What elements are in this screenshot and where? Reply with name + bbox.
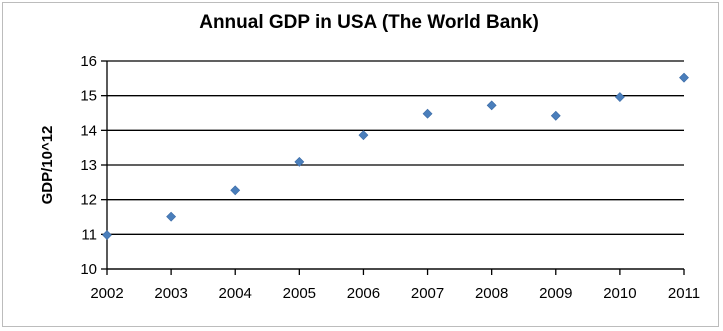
x-tick-label: 2002 [90, 285, 123, 302]
x-tick-label: 2010 [603, 285, 636, 302]
y-tick-label: 11 [81, 226, 97, 243]
x-tick-label: 2007 [411, 285, 444, 302]
y-tick-label: 16 [80, 53, 97, 70]
data-point-2006 [358, 130, 369, 141]
data-points [102, 72, 689, 240]
data-point-2011 [679, 72, 689, 83]
x-tick-label: 2006 [347, 285, 380, 302]
x-tick-label: 2011 [668, 285, 700, 302]
tick-labels: 10 11 12 13 14 15 16 2002 2003 2004 2005 2006 2007 20… [80, 53, 700, 302]
data-point-2003 [166, 211, 177, 222]
x-tick-label: 2004 [219, 285, 252, 302]
data-point-2002 [102, 230, 112, 240]
y-axis-label: GDP/10^12 [39, 126, 56, 205]
data-point-2007 [422, 108, 433, 119]
y-tick-label: 12 [80, 192, 97, 209]
data-point-2008 [486, 100, 497, 111]
data-point-2010 [614, 92, 625, 102]
x-tick-label: 2005 [283, 285, 316, 302]
x-tick-label: 2003 [154, 285, 187, 302]
data-point-2009 [550, 110, 561, 121]
y-tick-label: 13 [80, 157, 97, 174]
chart-title: Annual GDP in USA (The World Bank) [199, 12, 539, 33]
data-point-2005 [294, 156, 305, 167]
data-point-2004 [230, 185, 241, 196]
y-tick-label: 15 [80, 88, 97, 105]
axes [101, 60, 685, 275]
gridlines [107, 60, 684, 270]
y-tick-label: 10 [80, 261, 97, 278]
x-tick-label: 2009 [539, 285, 572, 302]
x-tick-label: 2008 [475, 285, 508, 302]
y-tick-label: 14 [80, 122, 97, 139]
